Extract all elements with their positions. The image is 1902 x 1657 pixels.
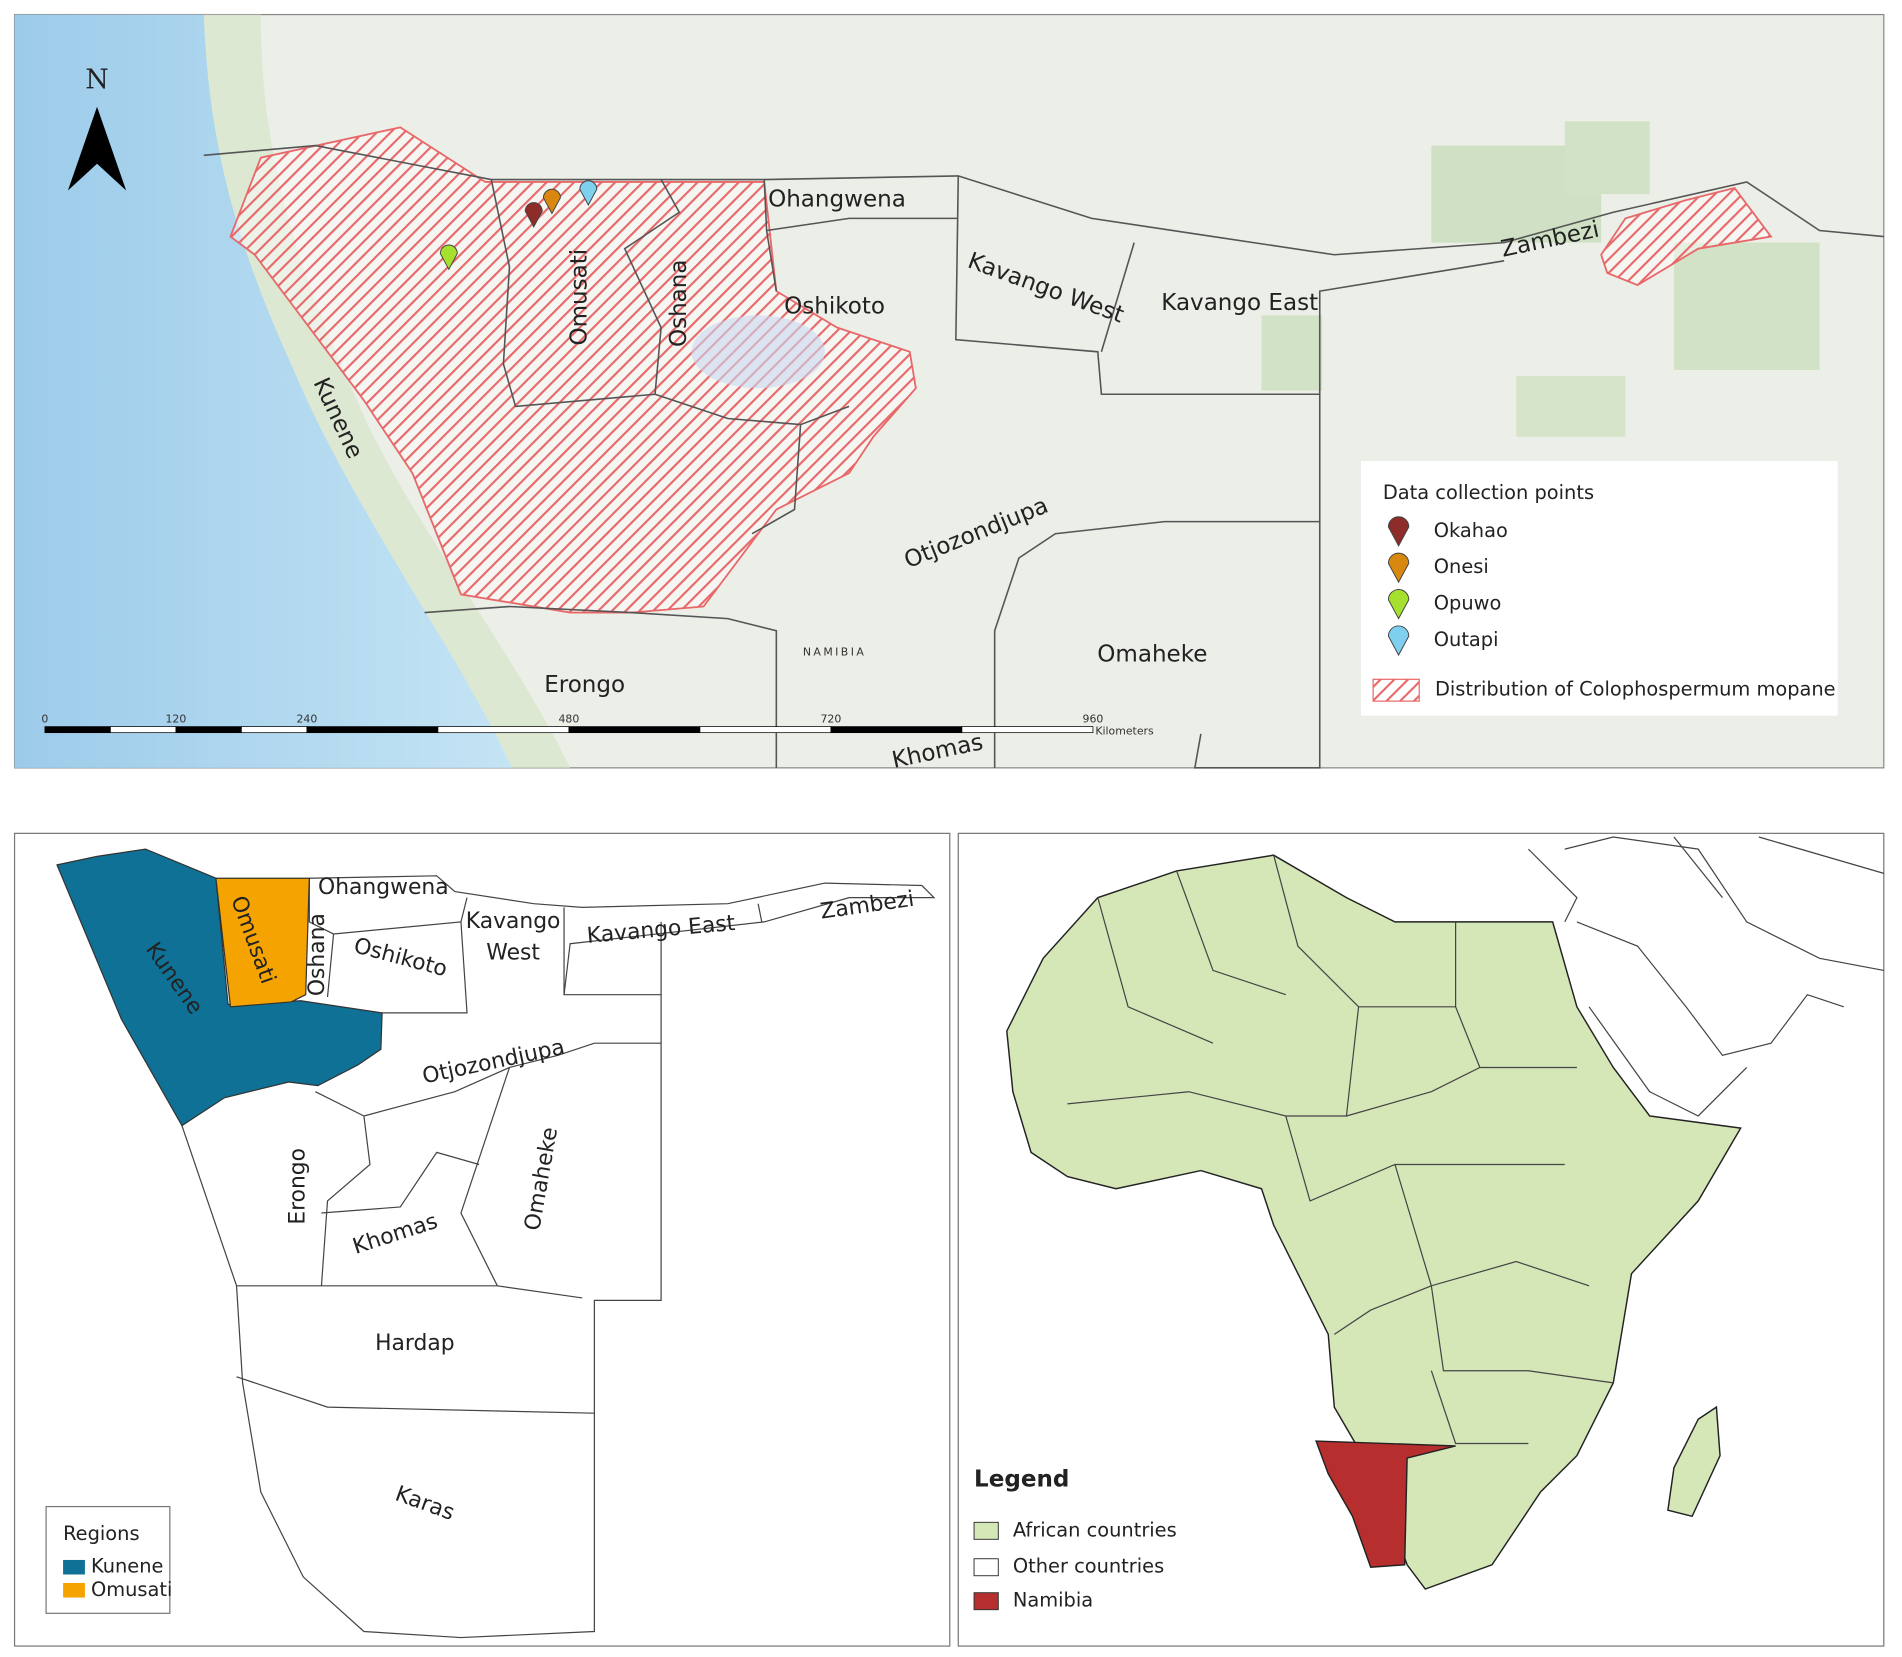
region-label: Ohangwena	[768, 187, 906, 213]
region-label: Oshikoto	[784, 293, 885, 319]
region-label: Kavango East	[1161, 290, 1318, 316]
namibia	[1315, 1440, 1456, 1568]
park	[1261, 315, 1323, 391]
legend-label: African countries	[1013, 1518, 1177, 1541]
pin	[579, 180, 598, 207]
park	[1564, 121, 1650, 195]
scale-segment	[830, 726, 963, 734]
north-label: N	[85, 64, 108, 95]
legend-label: Opuwo	[1434, 592, 1502, 615]
region-label: Oshana	[305, 913, 330, 996]
region-label: Omaheke	[1097, 642, 1207, 668]
scale-segment	[44, 726, 111, 734]
legend-label: Distribution of Colophospermum mopane	[1435, 678, 1836, 701]
region-kunene	[56, 848, 383, 1127]
other-countries	[1527, 836, 1884, 1117]
legend-title: Legend	[974, 1466, 1069, 1492]
pin	[1387, 625, 1410, 657]
etosha-pan	[691, 315, 825, 389]
scale-tick-label: 480	[558, 712, 579, 725]
pin	[1387, 589, 1410, 620]
region-map: Ohangwena Omusati Oshana Oshikoto Kavang…	[13, 832, 951, 1647]
distribution-area	[1600, 187, 1773, 287]
park	[1673, 242, 1820, 370]
africa-map: Legend African countries Other countries N…	[957, 832, 1885, 1647]
top-map: Ohangwena Omusati Oshana Oshikoto Kavang…	[13, 13, 1885, 774]
pin	[439, 244, 458, 271]
scale-tick-label: 720	[820, 712, 841, 725]
pin	[542, 188, 561, 215]
scale-tick-label: 960	[1083, 712, 1104, 725]
pin	[524, 202, 543, 228]
legend-swatch	[973, 1558, 999, 1577]
scale-unit: Kilometers	[1095, 724, 1154, 737]
legend-title: Regions	[63, 1522, 139, 1545]
scale-segment	[961, 726, 1094, 734]
north-arrow	[67, 106, 127, 191]
legend-swatch	[973, 1592, 999, 1611]
scale-tick-label: 120	[165, 712, 186, 725]
coast-vegetation	[203, 14, 571, 768]
region-label: Omusati	[566, 249, 592, 346]
pin	[1387, 516, 1410, 547]
legend-swatch	[63, 1559, 85, 1575]
legend-swatch	[1372, 678, 1420, 702]
scale-segment	[306, 726, 439, 734]
region-label: Kavango	[466, 909, 561, 934]
legend-box	[1360, 460, 1838, 716]
region-label: Hardap	[375, 1331, 454, 1356]
region-label: Oshana	[666, 259, 692, 347]
scale-segment	[241, 726, 308, 734]
region-border	[654, 175, 1505, 769]
legend-label: Okahao	[1434, 519, 1508, 542]
pin	[1387, 552, 1410, 584]
legend-swatch	[63, 1582, 85, 1598]
country-borders	[1067, 855, 1614, 1445]
namibia-outline	[181, 875, 936, 1639]
region-omusati	[215, 877, 310, 1008]
distribution-area	[229, 126, 917, 614]
scale-segment	[699, 726, 832, 734]
region-label: Ohangwena	[318, 875, 449, 900]
scale-tick-label: 240	[296, 712, 317, 725]
collection-points	[439, 180, 598, 271]
legend-items: African countries Other countries Namibia	[973, 1518, 1177, 1612]
legend-label: Kunene	[91, 1555, 163, 1578]
scale-segment	[110, 726, 177, 734]
legend-label: Other countries	[1013, 1555, 1164, 1578]
legend-swatch	[973, 1521, 999, 1540]
legend-label: Omusati	[91, 1578, 172, 1601]
country-label: NAMIBIA	[803, 646, 866, 659]
legend-label: Namibia	[1013, 1589, 1093, 1612]
legend-title: Data collection points	[1383, 481, 1594, 504]
ocean	[14, 14, 512, 768]
region-label: West	[486, 940, 540, 965]
scale-tick-label: 0	[41, 712, 48, 725]
scale-segment	[437, 726, 570, 734]
legend-label: Onesi	[1434, 555, 1489, 578]
park	[1516, 376, 1626, 437]
region-label: Erongo	[544, 672, 625, 698]
region-border	[424, 520, 1320, 768]
legend-items: Okahao Onesi Opuwo Outapi	[1387, 516, 1508, 657]
legend-label: Outapi	[1434, 628, 1499, 651]
region-label: Erongo	[285, 1148, 310, 1225]
region-borders	[236, 878, 763, 1414]
scale-segment	[568, 726, 701, 734]
scale-segment	[175, 726, 242, 734]
africa	[1006, 854, 1742, 1590]
madagascar	[1667, 1405, 1721, 1518]
